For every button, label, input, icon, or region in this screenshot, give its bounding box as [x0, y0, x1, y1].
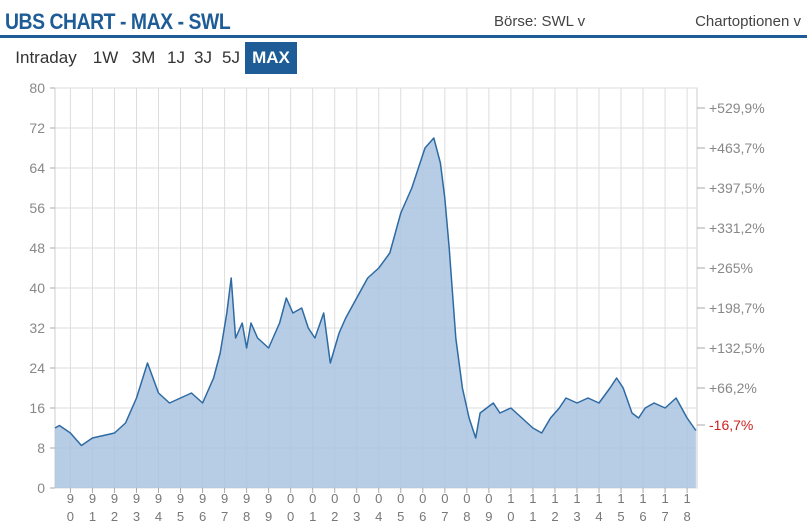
- tab-3j[interactable]: 3J: [194, 48, 212, 67]
- x-tick-label-bottom: 8: [463, 509, 470, 524]
- x-tick-label-bottom: 5: [177, 509, 184, 524]
- right-axis-label: +397,5%: [709, 180, 765, 196]
- right-axis-label: -16,7%: [709, 417, 753, 433]
- x-tick-label-top: 9: [89, 491, 96, 506]
- x-tick-label-bottom: 8: [243, 509, 250, 524]
- x-tick-label-top: 0: [287, 491, 294, 506]
- x-tick-label-bottom: 1: [529, 509, 536, 524]
- x-tick-label-top: 0: [331, 491, 338, 506]
- tab-1j[interactable]: 1J: [167, 48, 185, 67]
- x-tick-label-top: 0: [309, 491, 316, 506]
- x-tick-label-top: 9: [67, 491, 74, 506]
- x-tick-label-top: 0: [463, 491, 470, 506]
- y-tick-label: 0: [37, 480, 45, 496]
- y-tick-label: 16: [29, 400, 45, 416]
- x-tick-label-top: 1: [573, 491, 580, 506]
- right-axis-label: +132,5%: [709, 340, 765, 356]
- y-tick-label: 40: [29, 280, 45, 296]
- right-axis-label: +66,2%: [709, 380, 757, 396]
- x-tick-label-top: 9: [265, 491, 272, 506]
- x-tick-label-bottom: 6: [199, 509, 206, 524]
- x-tick-label-bottom: 0: [507, 509, 514, 524]
- x-tick-label-top: 1: [661, 491, 668, 506]
- y-tick-label: 56: [29, 200, 45, 216]
- x-tick-label-bottom: 5: [617, 509, 624, 524]
- x-tick-label-top: 1: [507, 491, 514, 506]
- x-tick-label-bottom: 1: [89, 509, 96, 524]
- price-area: [55, 138, 696, 488]
- x-tick-label-bottom: 3: [353, 509, 360, 524]
- tab-intraday[interactable]: Intraday: [15, 48, 77, 67]
- y-tick-label: 48: [29, 240, 45, 256]
- x-tick-label-bottom: 1: [309, 509, 316, 524]
- x-tick-label-bottom: 9: [265, 509, 272, 524]
- x-tick-label-top: 9: [111, 491, 118, 506]
- x-tick-label-top: 0: [441, 491, 448, 506]
- y-tick-label: 72: [29, 120, 45, 136]
- x-tick-label-top: 1: [639, 491, 646, 506]
- x-tick-label-top: 9: [221, 491, 228, 506]
- price-line: [54, 137, 697, 447]
- x-tick-label-bottom: 6: [419, 509, 426, 524]
- x-tick-label-top: 9: [133, 491, 140, 506]
- x-tick-label-bottom: 2: [111, 509, 118, 524]
- x-tick-label-bottom: 2: [551, 509, 558, 524]
- x-tick-label-bottom: 0: [287, 509, 294, 524]
- x-tick-label-top: 9: [155, 491, 162, 506]
- x-tick-label-bottom: 0: [67, 509, 74, 524]
- x-tick-label-top: 0: [419, 491, 426, 506]
- right-axis-label: +331,2%: [709, 220, 765, 236]
- x-tick-label-bottom: 7: [441, 509, 448, 524]
- x-tick-label-top: 0: [353, 491, 360, 506]
- tab-3m[interactable]: 3M: [131, 48, 156, 67]
- x-tick-label-top: 9: [177, 491, 184, 506]
- x-tick-label-top: 1: [551, 491, 558, 506]
- x-tick-label-bottom: 4: [155, 509, 162, 524]
- chart-title: UBS CHART - MAX - SWL: [5, 9, 231, 34]
- y-tick-label: 32: [29, 320, 45, 336]
- exchange-dropdown[interactable]: Börse: SWL v: [494, 13, 586, 30]
- right-axis-label: +265%: [709, 260, 753, 276]
- x-tick-label-bottom: 5: [397, 509, 404, 524]
- x-tick-label-bottom: 7: [661, 509, 668, 524]
- right-axis-label: +198,7%: [709, 300, 765, 316]
- y-tick-label: 64: [29, 160, 45, 176]
- x-tick-label-top: 1: [595, 491, 602, 506]
- x-tick-label-bottom: 8: [683, 509, 690, 524]
- x-tick-label-top: 0: [485, 491, 492, 506]
- x-tick-label-bottom: 9: [485, 509, 492, 524]
- x-tick-label-bottom: 6: [639, 509, 646, 524]
- right-axis-label: +529,9%: [709, 100, 765, 116]
- chart-header: UBS CHART - MAX - SWL Börse: SWL v Chart…: [0, 0, 807, 38]
- x-tick-label-top: 0: [375, 491, 382, 506]
- x-tick-label-bottom: 4: [595, 509, 602, 524]
- x-tick-label-top: 9: [199, 491, 206, 506]
- x-tick-label-top: 1: [683, 491, 690, 506]
- x-tick-label-top: 1: [617, 491, 624, 506]
- x-tick-label-bottom: 3: [133, 509, 140, 524]
- x-tick-label-bottom: 2: [331, 509, 338, 524]
- right-axis-label: +463,7%: [709, 140, 765, 156]
- x-tick-label-bottom: 7: [221, 509, 228, 524]
- y-tick-label: 80: [29, 80, 45, 96]
- x-tick-label-bottom: 4: [375, 509, 382, 524]
- y-tick-label: 8: [37, 440, 45, 456]
- tab-max[interactable]: MAX: [245, 42, 297, 74]
- x-tick-label-bottom: 3: [573, 509, 580, 524]
- tab-1w[interactable]: 1W: [92, 48, 119, 67]
- tab-5j[interactable]: 5J: [222, 48, 240, 67]
- x-tick-label-top: 9: [243, 491, 250, 506]
- chart-options-dropdown[interactable]: Chartoptionen v: [695, 13, 801, 30]
- x-tick-label-top: 1: [529, 491, 536, 506]
- y-tick-label: 24: [29, 360, 45, 376]
- x-tick-label-top: 0: [397, 491, 404, 506]
